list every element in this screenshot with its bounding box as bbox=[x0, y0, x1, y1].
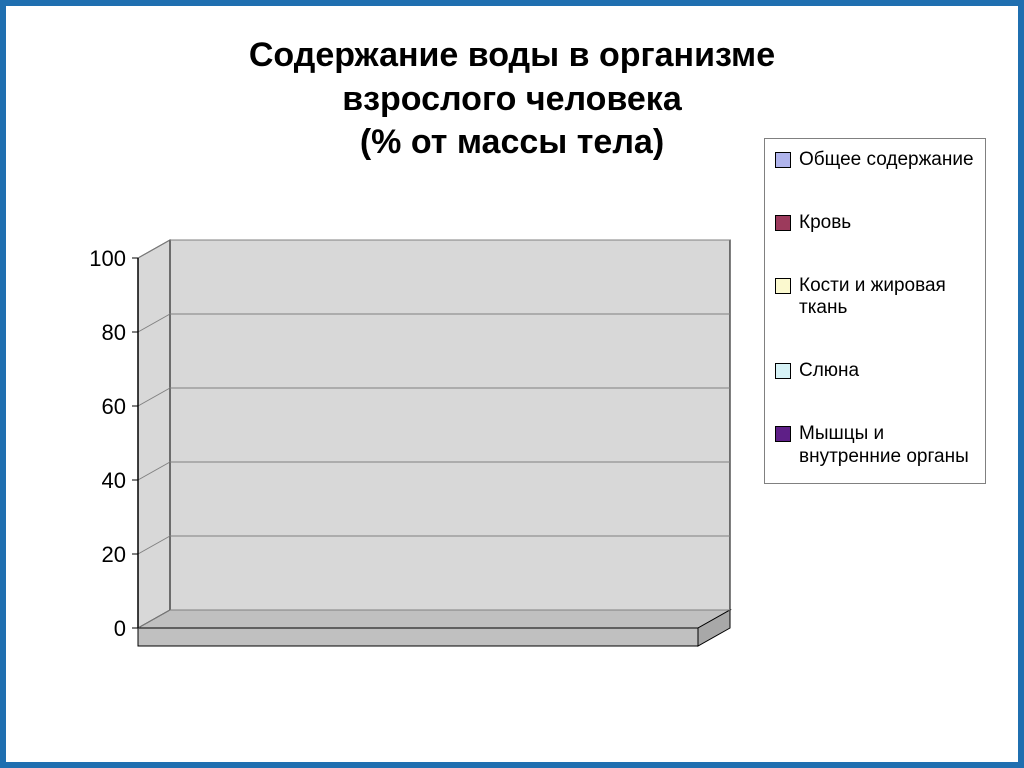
legend-swatch bbox=[775, 152, 791, 168]
chart-3d-bar: 0 20 40 60 80 100 bbox=[58, 228, 738, 688]
content-row: 020406080100 Общее содержаниеКровьКости … bbox=[28, 188, 996, 720]
legend-item: Мышцы и внутренние органы bbox=[775, 423, 975, 469]
legend-item: Слюна bbox=[775, 360, 975, 383]
legend-item: Кровь bbox=[775, 212, 975, 235]
legend-swatch bbox=[775, 215, 791, 231]
outer-frame: Содержание воды в организме взрослого че… bbox=[0, 0, 1024, 768]
legend: Общее содержание Кровь Кости и жировая тка… bbox=[764, 138, 986, 484]
legend-label: Общее содержание bbox=[799, 149, 974, 172]
y-tick-label: 60 bbox=[102, 394, 126, 419]
title-line-1: Содержание воды в организме bbox=[249, 36, 775, 74]
legend-label: Мышцы и внутренние органы bbox=[799, 423, 975, 469]
chart-svg: 0 20 40 60 80 100 bbox=[58, 228, 738, 708]
legend-swatch bbox=[775, 426, 791, 442]
y-tick-label: 80 bbox=[102, 320, 126, 345]
legend-swatch bbox=[775, 363, 791, 379]
y-tick-label: 0 bbox=[114, 616, 126, 641]
legend-label: Слюна bbox=[799, 360, 859, 383]
legend-label: Кровь bbox=[799, 212, 851, 235]
inner-panel: Содержание воды в организме взрослого че… bbox=[28, 28, 996, 740]
y-tick-label: 20 bbox=[102, 542, 126, 567]
legend-item: Общее содержание bbox=[775, 149, 975, 172]
y-tick-label: 100 bbox=[89, 246, 126, 271]
y-tick-label: 40 bbox=[102, 468, 126, 493]
legend-label: Кости и жировая ткань bbox=[799, 275, 975, 321]
legend-item: Кости и жировая ткань bbox=[775, 275, 975, 321]
legend-swatch bbox=[775, 278, 791, 294]
title-line-2: взрослого человека bbox=[342, 80, 682, 118]
title-line-3: (% от массы тела) bbox=[360, 123, 664, 161]
